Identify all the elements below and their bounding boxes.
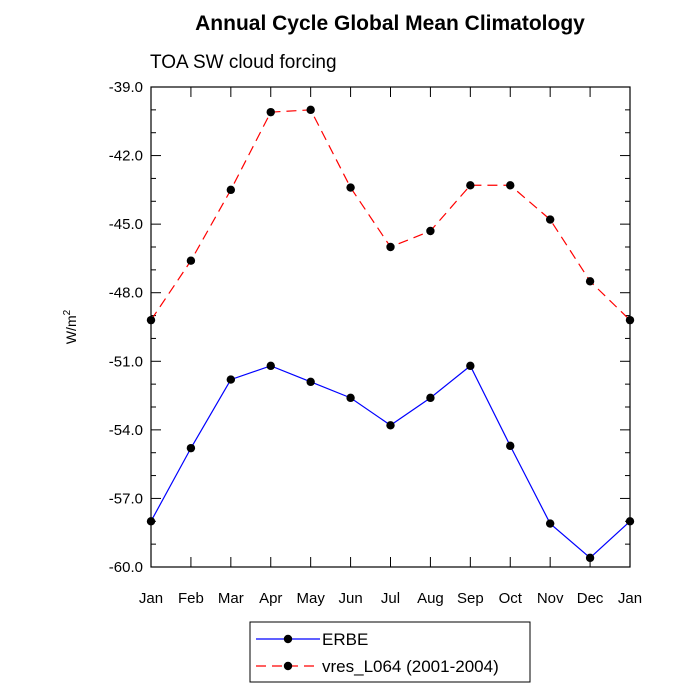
y-axis-label-text: W/m	[63, 315, 79, 344]
data-point	[306, 105, 315, 115]
x-tick-label: Aug	[417, 590, 444, 607]
data-point	[346, 393, 355, 403]
x-tick-label: Oct	[499, 590, 523, 607]
data-point	[266, 107, 275, 117]
plot-frame	[150, 86, 631, 568]
x-tick-label: Jan	[139, 590, 163, 607]
data-point	[545, 519, 555, 528]
chart-subtitle: TOA SW cloud forcing	[150, 52, 337, 73]
data-point	[346, 183, 355, 192]
legend: ERBE vres_L064 (2001-2004)	[249, 621, 531, 683]
chart-title: Annual Cycle Global Mean Climatology	[195, 12, 585, 35]
legend-marker	[283, 661, 293, 671]
y-tick-label: -48.0	[109, 285, 143, 302]
y-tick-label: -57.0	[109, 490, 143, 507]
series-line	[150, 109, 631, 321]
data-point	[466, 181, 475, 190]
data-point	[146, 517, 156, 526]
y-tick-label: -45.0	[109, 216, 143, 233]
data-point	[226, 185, 236, 195]
x-tick-label: May	[296, 590, 325, 607]
data-point	[186, 256, 196, 265]
x-tick-label: Nov	[537, 590, 564, 607]
x-tick-label: Jul	[381, 590, 400, 607]
y-tick-label: -51.0	[109, 353, 143, 370]
data-point	[506, 441, 515, 451]
x-tick-label: Sep	[457, 590, 484, 607]
data-point	[266, 361, 275, 371]
data-point	[585, 553, 595, 563]
data-point	[625, 517, 635, 526]
plot-area: Jan Feb Mar Apr May Jun Jul Aug Sep Oct Nov Dec Jan -…	[109, 79, 642, 607]
data-point	[506, 181, 515, 190]
x-tick-label: Apr	[259, 590, 282, 607]
data-point	[625, 315, 635, 325]
data-point	[306, 377, 315, 387]
data-point	[545, 215, 555, 224]
y-axis-label: W/m2	[62, 309, 79, 344]
legend-label: vres_L064 (2001-2004)	[322, 657, 499, 676]
legend-box	[249, 621, 531, 683]
data-point	[466, 361, 475, 371]
x-tick-label: Dec	[577, 590, 604, 607]
y-axis-label-superscript: 2	[62, 309, 73, 315]
x-tick-label: Jun	[338, 590, 362, 607]
data-point	[386, 421, 395, 430]
y-tick-label: -54.0	[109, 422, 143, 439]
y-tick-label: -42.0	[109, 148, 143, 165]
x-tick-label: Mar	[218, 590, 244, 607]
data-point	[426, 226, 435, 236]
svg-text:W/m2: W/m2	[62, 309, 79, 344]
x-tick-label: Feb	[178, 590, 204, 607]
y-tick-label: -39.0	[109, 79, 143, 96]
legend-label: ERBE	[322, 630, 368, 649]
y-tick-label: -60.0	[109, 559, 143, 576]
series-line	[150, 364, 631, 559]
data-point	[186, 443, 196, 453]
data-point	[386, 242, 395, 252]
data-point	[226, 375, 236, 384]
x-tick-label: Jan	[618, 590, 642, 607]
data-point	[585, 277, 595, 286]
legend-marker	[283, 634, 293, 644]
data-point	[426, 393, 435, 403]
data-point	[146, 315, 156, 325]
